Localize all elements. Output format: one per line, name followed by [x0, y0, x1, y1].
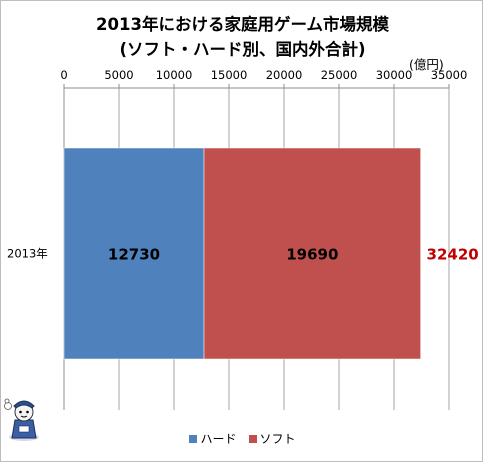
data-label: 19690 — [286, 246, 338, 264]
x-tick-label: 35000 — [431, 68, 468, 82]
chart-title: 2013年における家庭用ゲーム市場規模 — [96, 15, 389, 34]
axis-unit-label: (億円) — [409, 57, 444, 72]
legend-swatch — [189, 435, 198, 443]
total-label: 32420 — [427, 246, 479, 264]
x-tick-label: 20000 — [266, 68, 303, 82]
legend: ハード ソフト — [1, 430, 483, 447]
x-tick-label: 5000 — [104, 68, 133, 82]
legend-swatch — [248, 435, 257, 443]
x-tick-label: 0 — [60, 68, 67, 82]
legend-label: ハード — [200, 432, 237, 446]
x-tick-label: 15000 — [211, 68, 248, 82]
mascot-icon — [4, 398, 39, 441]
bar-segment-soft — [203, 147, 421, 360]
x-tick-label: 30000 — [376, 68, 413, 82]
legend-item: ハード — [189, 430, 237, 447]
x-tick-label: 10000 — [156, 68, 193, 82]
data-label: 12730 — [108, 246, 160, 264]
legend-label: ソフト — [259, 432, 296, 446]
legend-item: ソフト — [248, 430, 296, 447]
bar-segment-hard — [63, 147, 205, 360]
x-tick-label: 25000 — [321, 68, 358, 82]
chart-subtitle: (ソフト・ハード別、国内外合計) — [119, 40, 366, 59]
category-label: 2013年 — [7, 247, 48, 261]
